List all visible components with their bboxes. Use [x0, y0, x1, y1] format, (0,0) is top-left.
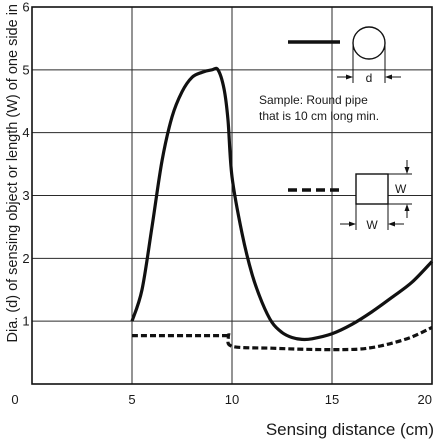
w-vertical-label: W: [395, 182, 407, 196]
w-horizontal-arrowhead-left: [349, 221, 356, 227]
y-tick-label-1: 1: [22, 314, 29, 329]
grid: [32, 7, 432, 384]
x-tick-label-5: 5: [128, 392, 135, 407]
y-tick-label-6: 6: [22, 0, 29, 15]
plot-border: [31, 6, 433, 385]
d-arrowhead-left: [346, 74, 353, 80]
series-line-solid: [130, 66, 434, 342]
w-vertical-arrowhead-bottom: [404, 204, 410, 211]
plot-frame: [31, 6, 433, 385]
legend: d Sample: Round pipe that is 10 cm long …: [259, 26, 412, 232]
x-tick-label-20: 20: [418, 392, 432, 407]
annotation-line-2: that is 10 cm long min.: [259, 109, 379, 123]
legend-circle-symbol: [352, 26, 386, 60]
y-tick-label-3: 3: [22, 188, 29, 203]
w-horizontal-label: W: [366, 218, 378, 232]
y-tick-label-5: 5: [22, 62, 29, 77]
w-vertical-arrowhead-top: [404, 167, 410, 174]
tick-labels: 0 5 10 15 20 1 2 3 4 5 6: [11, 0, 432, 407]
d-arrowhead-right: [385, 74, 392, 80]
d-dimension-label: d: [366, 71, 373, 85]
x-tick-label-0: 0: [11, 392, 18, 407]
series-line-dashed: [132, 326, 433, 352]
y-axis-title: Dia. (d) of sensing object or length (W)…: [5, 4, 21, 343]
x-tick-label-10: 10: [225, 392, 239, 407]
x-axis-title: Sensing distance (cm): [266, 420, 434, 439]
legend-square-symbol: [355, 173, 389, 205]
x-tick-label-15: 15: [325, 392, 339, 407]
annotation-line-1: Sample: Round pipe: [259, 93, 368, 107]
w-horizontal-arrowhead-right: [388, 221, 395, 227]
y-tick-label-4: 4: [22, 125, 29, 140]
y-tick-label-2: 2: [22, 251, 29, 266]
series: [130, 66, 434, 352]
